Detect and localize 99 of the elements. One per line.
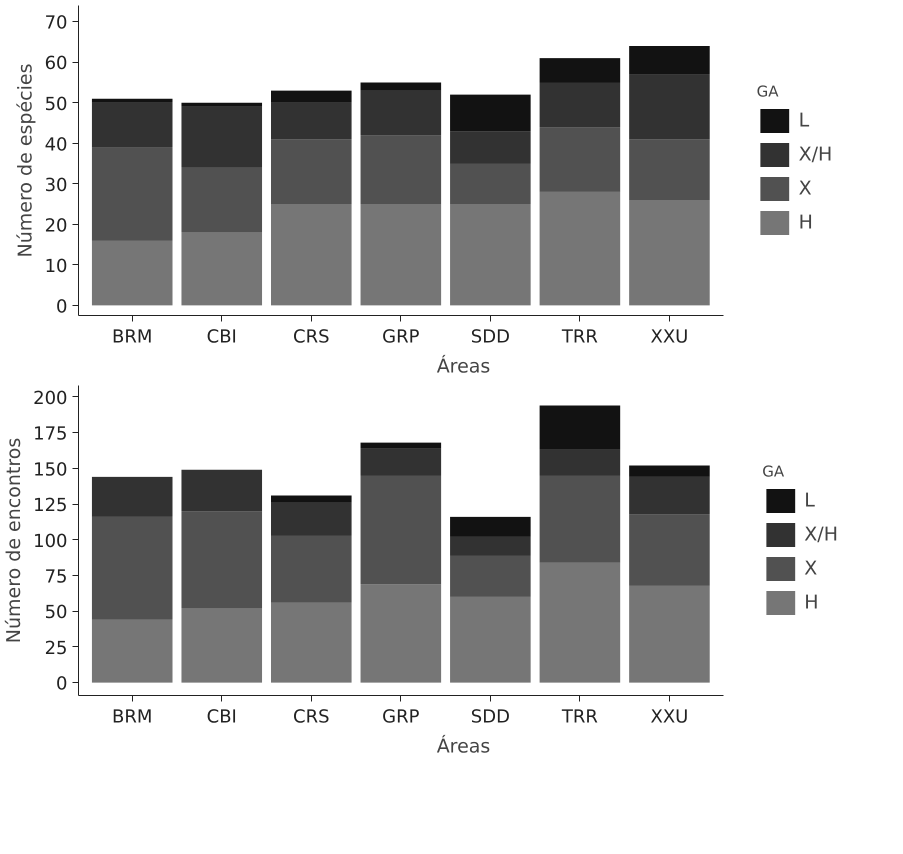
x-tick-label: CBI [206, 706, 237, 728]
x-tick-label: CRS [293, 326, 330, 348]
bar [271, 90, 352, 103]
bar [271, 502, 352, 536]
bar [360, 476, 442, 584]
bar [181, 102, 262, 107]
bar [629, 139, 710, 200]
x-tick-label: XXU [650, 706, 688, 728]
x-tick-label: TRR [560, 706, 598, 728]
bar [271, 102, 352, 140]
bar [181, 106, 262, 168]
bar [540, 406, 620, 450]
bar [271, 139, 352, 204]
y-tick-label: 150 [33, 459, 68, 480]
y-tick-label: 50 [44, 94, 68, 115]
y-tick-label: 75 [44, 566, 68, 588]
x-tick-label: GRP [382, 706, 420, 728]
legend-label: H [798, 212, 814, 234]
x-tick-label: BRM [112, 706, 152, 728]
legend-label: X [798, 178, 813, 200]
y-tick-label: 25 [44, 638, 68, 659]
bar [629, 46, 710, 74]
bar [92, 98, 173, 103]
bar [629, 74, 710, 140]
bar [92, 516, 173, 620]
bar [540, 127, 620, 192]
y-tick-label: 20 [44, 215, 68, 236]
bar [181, 232, 262, 306]
bar [540, 450, 620, 476]
bar [629, 200, 710, 306]
bar [92, 240, 173, 306]
bar [360, 82, 442, 91]
legend-label: X [804, 558, 818, 580]
x-axis-title: Áreas [436, 734, 490, 758]
bar [360, 584, 442, 683]
x-tick-label: SDD [470, 326, 510, 348]
bar [181, 168, 262, 232]
y-tick-label: 0 [56, 674, 68, 695]
bar [181, 470, 262, 512]
bar [360, 448, 442, 476]
y-axis-title: Número de espécies [14, 64, 37, 258]
bar [360, 90, 442, 136]
x-axis-title: Áreas [436, 354, 490, 378]
bar [629, 514, 710, 586]
legend-title: GA [762, 462, 786, 480]
y-axis-title: Número de encontros [3, 438, 26, 644]
bar [629, 466, 710, 477]
x-tick-label: GRP [382, 326, 420, 348]
y-tick-label: 30 [44, 174, 68, 196]
y-tick-label: 175 [33, 424, 68, 445]
legend-label: L [804, 490, 816, 512]
bar [450, 536, 531, 556]
y-tick-label: 100 [33, 530, 68, 552]
y-tick-label: 70 [44, 12, 68, 34]
legend-label: X/H [804, 524, 838, 546]
bar [450, 164, 531, 204]
y-tick-label: 50 [44, 602, 68, 624]
legend-label: H [804, 592, 820, 614]
bar [271, 496, 352, 503]
bar [540, 58, 620, 82]
y-tick-label: 60 [44, 53, 68, 74]
x-tick-label: CBI [206, 326, 237, 348]
y-tick-label: 200 [33, 388, 68, 409]
bar [450, 516, 531, 537]
y-tick-label: 0 [56, 296, 68, 318]
bar [92, 476, 173, 517]
bar [92, 620, 173, 683]
x-tick-label: SDD [470, 706, 510, 728]
x-tick-label: CRS [293, 706, 330, 728]
bar [92, 102, 173, 148]
legend-label: X/H [798, 144, 832, 166]
bar [360, 204, 442, 306]
bar [181, 511, 262, 608]
bar [450, 204, 531, 306]
bar [271, 204, 352, 306]
x-tick-label: XXU [650, 326, 688, 348]
bar [450, 596, 531, 683]
bar [181, 608, 262, 683]
bar [629, 476, 710, 514]
bar [450, 131, 531, 164]
bar [450, 556, 531, 597]
bar [540, 192, 620, 306]
bar [540, 562, 620, 683]
bar [92, 147, 173, 241]
bar [540, 82, 620, 128]
bar [360, 442, 442, 448]
y-tick-label: 40 [44, 134, 68, 156]
y-tick-label: 125 [33, 495, 68, 516]
legend-label: L [798, 110, 810, 132]
y-tick-label: 10 [44, 256, 68, 277]
bar [271, 536, 352, 603]
bar [271, 602, 352, 683]
bar [540, 476, 620, 563]
bar [629, 586, 710, 683]
bar [360, 135, 442, 204]
legend-title: GA [756, 82, 780, 100]
bar [450, 94, 531, 132]
x-tick-label: BRM [112, 326, 152, 348]
x-tick-label: TRR [560, 326, 598, 348]
